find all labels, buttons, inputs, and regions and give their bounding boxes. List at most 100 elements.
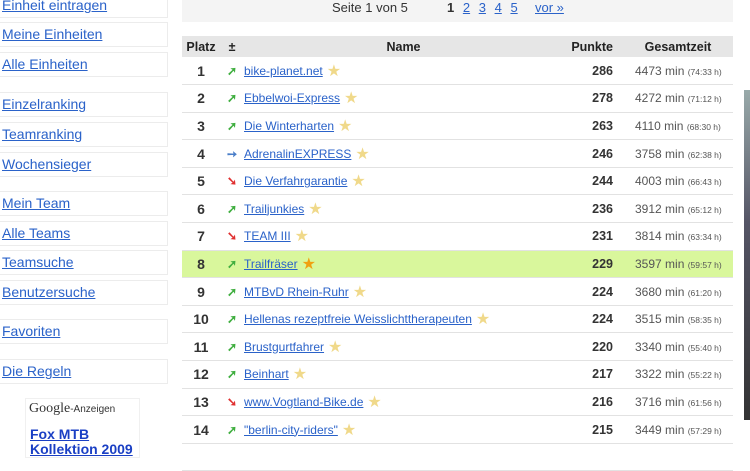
rank: 6: [182, 194, 220, 224]
sidebar-link[interactable]: Benutzersuche: [2, 284, 96, 300]
points: 216: [563, 388, 623, 417]
team-name-cell: Die Winterharten ★: [244, 112, 563, 141]
team-link[interactable]: www.Vogtland-Bike.de: [244, 394, 364, 409]
team-link[interactable]: Ebbelwoi-Express: [244, 91, 341, 106]
points: 286: [563, 57, 623, 86]
sidebar-item[interactable]: Mein Team: [0, 191, 168, 216]
time-hours: (66:43 h): [687, 177, 722, 188]
favorite-star-icon[interactable]: ★: [326, 62, 342, 80]
points: 236: [563, 194, 623, 224]
sidebar-item[interactable]: Teamranking: [0, 122, 168, 147]
sidebar-item[interactable]: Wochensieger: [0, 152, 168, 177]
trend-same-icon: ➙: [220, 139, 244, 168]
page-links: 1 2 3 4 5: [447, 0, 523, 16]
favorite-star-icon[interactable]: ★: [475, 311, 491, 329]
sidebar-item[interactable]: Die Regeln: [0, 359, 168, 384]
team-link[interactable]: bike-planet.net: [244, 63, 323, 78]
favorite-star-icon[interactable]: ★: [294, 228, 310, 246]
page-link[interactable]: 4: [494, 0, 502, 15]
sidebar-item[interactable]: Einheit eintragen: [0, 0, 168, 18]
sidebar-item[interactable]: Teamsuche: [0, 250, 168, 275]
page-info: Seite 1 von 5: [332, 0, 408, 15]
rank: 14: [182, 415, 220, 444]
total-time: 3322 min (55:22 h): [623, 360, 733, 389]
time-hours: (59:57 h): [687, 259, 722, 270]
team-link[interactable]: Beinhart: [244, 367, 289, 382]
time-minutes: 3449 min: [635, 422, 685, 437]
sidebar-link[interactable]: Meine Einheiten: [2, 26, 103, 42]
table-row: 5 ➘ Die Verfahrgarantie ★ 244 4003 min (6…: [182, 167, 733, 196]
page-link[interactable]: 3: [478, 0, 486, 15]
team-link[interactable]: Die Verfahrgarantie: [244, 174, 348, 189]
team-link[interactable]: "berlin-city-riders": [244, 422, 338, 437]
team-name-cell: AdrenalinEXPRESS ★: [244, 139, 563, 168]
team-link[interactable]: Trailjunkies: [244, 201, 305, 216]
team-link[interactable]: MTBvD Rhein-Ruhr: [244, 284, 349, 299]
total-time: 4473 min (74:33 h): [623, 57, 733, 86]
time-hours: (57:29 h): [687, 425, 722, 436]
sidebar-link[interactable]: Teamranking: [2, 126, 83, 142]
trend-up-icon: ➚: [220, 250, 244, 279]
col-time: Gesamtzeit: [623, 36, 733, 57]
sidebar-item[interactable]: Einzelranking: [0, 92, 168, 117]
total-time: 3449 min (57:29 h): [623, 415, 733, 444]
favorite-star-icon[interactable]: ★: [351, 173, 366, 191]
next-page-link[interactable]: vor »: [535, 0, 564, 15]
favorite-star-icon[interactable]: ★: [355, 145, 370, 163]
rank: 3: [182, 112, 220, 141]
team-name-cell: "berlin-city-riders" ★: [244, 415, 563, 444]
sidebar-link[interactable]: Mein Team: [2, 195, 71, 211]
favorite-star-icon[interactable]: ★: [352, 283, 368, 301]
table-row: [182, 443, 733, 471]
rank: 1: [182, 57, 220, 86]
time-hours: (63:34 h): [687, 232, 722, 243]
time-hours: (68:30 h): [686, 121, 721, 132]
team-name-cell: Trailfräser ★: [244, 250, 563, 279]
table-row: 4 ➙ AdrenalinEXPRESS ★ 246 3758 min (62:3…: [182, 139, 733, 168]
favorite-star-icon[interactable]: ★: [328, 338, 343, 356]
points: 217: [563, 360, 623, 389]
sidebar-item[interactable]: Meine Einheiten: [0, 22, 168, 47]
favorite-star-icon[interactable]: ★: [308, 200, 323, 218]
team-link[interactable]: Trailfräser: [244, 256, 298, 271]
col-name: Name: [244, 36, 563, 57]
time-hours: (61:20 h): [687, 287, 722, 298]
team-name-cell: Ebbelwoi-Express ★: [244, 84, 563, 113]
team-link[interactable]: TEAM III: [244, 229, 291, 244]
page-link[interactable]: 2: [462, 0, 471, 15]
time-hours: (58:35 h): [687, 315, 722, 326]
total-time: 3912 min (65:12 h): [623, 194, 733, 224]
sidebar-link[interactable]: Alle Teams: [2, 225, 71, 241]
sidebar-link[interactable]: Einzelranking: [2, 96, 87, 112]
team-name-cell: MTBvD Rhein-Ruhr ★: [244, 277, 563, 306]
team-link[interactable]: Die Winterharten: [244, 118, 335, 133]
favorite-star-icon[interactable]: ★: [301, 255, 316, 273]
sidebar-item[interactable]: Benutzersuche: [0, 280, 168, 305]
sidebar-link[interactable]: Favoriten: [2, 323, 61, 339]
sidebar-link[interactable]: Alle Einheiten: [2, 56, 88, 72]
trend-up-icon: ➚: [220, 112, 244, 141]
sidebar-link[interactable]: Einheit eintragen: [2, 0, 108, 13]
sidebar-link[interactable]: Wochensieger: [2, 156, 92, 172]
team-name-cell: www.Vogtland-Bike.de ★: [244, 388, 563, 417]
favorite-star-icon[interactable]: ★: [292, 366, 308, 384]
team-link[interactable]: Brustgurtfahrer: [244, 339, 325, 354]
sidebar-item[interactable]: Alle Einheiten: [0, 52, 168, 77]
table-row: 12 ➚ Beinhart ★ 217 3322 min (55:22 h): [182, 360, 733, 389]
sidebar-item[interactable]: Favoriten: [0, 319, 168, 344]
favorite-star-icon[interactable]: ★: [367, 393, 382, 411]
favorite-star-icon[interactable]: ★: [338, 117, 353, 135]
trend-down-icon: ➘: [220, 167, 244, 196]
time-minutes: 4110 min: [635, 118, 684, 133]
favorite-star-icon[interactable]: ★: [341, 421, 357, 439]
favorite-star-icon[interactable]: ★: [344, 90, 359, 108]
sidebar-link[interactable]: Teamsuche: [2, 254, 74, 270]
page-link[interactable]: 5: [510, 0, 518, 15]
google-ad: Google-Anzeigen Fox MTB Kollektion 2009: [25, 398, 140, 458]
table-row: 9 ➚ MTBvD Rhein-Ruhr ★ 224 3680 min (61:2…: [182, 277, 733, 306]
team-link[interactable]: Hellenas rezeptfreie Weisslichttherapeut…: [244, 312, 472, 327]
team-link[interactable]: AdrenalinEXPRESS: [244, 146, 352, 161]
time-minutes: 3597 min: [635, 256, 685, 271]
sidebar-item[interactable]: Alle Teams: [0, 221, 168, 246]
sidebar-link[interactable]: Die Regeln: [2, 363, 72, 379]
